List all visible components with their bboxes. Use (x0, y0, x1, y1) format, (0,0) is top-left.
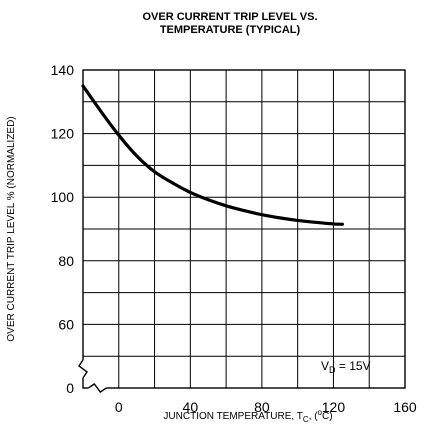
y-tick-labels: 140 120 100 80 60 0 (51, 62, 75, 396)
vd-annotation-suffix: = 15V (336, 359, 371, 373)
x-axis-label: JUNCTION TEMPERATURE, TC, (oC) (163, 408, 332, 424)
x-axis-label-open: , ( (309, 411, 319, 422)
x-axis-label-sub: C (303, 415, 309, 424)
x-tick-label: 0 (115, 399, 123, 415)
x-tick-label: 80 (254, 399, 270, 415)
x-tick-label: 40 (183, 399, 199, 415)
y-axis-label: OVER CURRENT TRIP LEVEL % (NORMALIZED) (6, 116, 17, 341)
gridlines (83, 70, 405, 388)
y-tick-label: 140 (51, 62, 75, 78)
vd-annotation-prefix: V (321, 359, 329, 373)
x-axis-break-mark (87, 383, 107, 393)
x-tick-labels: 0 40 80 120 160 (115, 399, 417, 415)
chart-title: OVER CURRENT TRIP LEVEL VS. (142, 11, 317, 23)
x-axis-label-sup: o (318, 408, 323, 417)
axis-breaks (78, 359, 107, 393)
y-tick-label: 80 (58, 253, 74, 269)
chart-subtitle: TEMPERATURE (TYPICAL) (160, 24, 301, 36)
y-tick-label: 100 (51, 189, 75, 205)
vd-annotation-sub: D (329, 365, 336, 375)
y-tick-label: 120 (51, 126, 75, 142)
vd-annotation: VD = 15V (321, 359, 371, 375)
y-tick-label: 60 (58, 316, 74, 332)
y-axis-break-mark (78, 359, 88, 379)
x-tick-label: 120 (322, 399, 346, 415)
plot-frame (82, 69, 406, 389)
y-tick-label: 0 (66, 380, 74, 396)
x-axis-label-close: C) (322, 411, 333, 422)
series-line (81, 84, 344, 226)
x-axis-label-main: JUNCTION TEMPERATURE, T (163, 411, 302, 422)
x-tick-label: 160 (393, 399, 417, 415)
